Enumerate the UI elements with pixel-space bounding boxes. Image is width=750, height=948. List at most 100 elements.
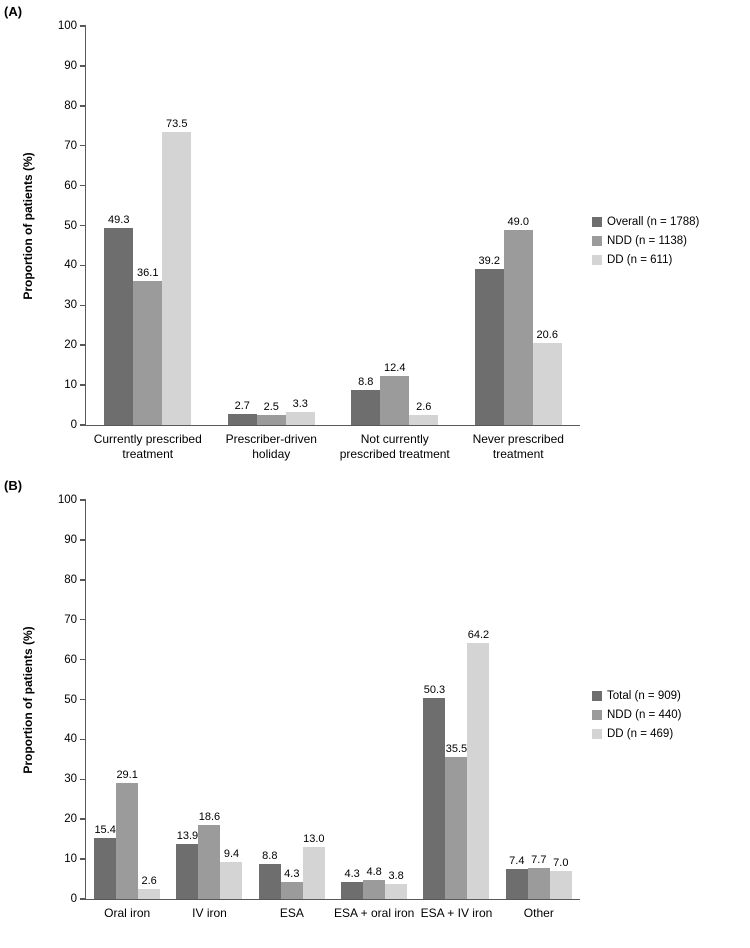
legend-swatch <box>592 691 602 701</box>
x-axis-category-label: Currently prescribed treatment <box>93 432 202 461</box>
y-tick-mark <box>80 65 86 67</box>
y-tick-mark <box>80 858 86 860</box>
bar-group: 50.3 35.5 64.2 <box>415 500 497 899</box>
x-axis-category-label: ESA <box>279 906 304 920</box>
panel-b: (B) Proportion of patients (%) 15.4 29.1 2… <box>0 474 750 948</box>
bar-column: 7.4 <box>505 855 528 899</box>
y-tick-mark <box>80 344 86 346</box>
y-tick-mark <box>80 184 86 187</box>
x-axis-category-label: Prescriber-driven holiday <box>225 432 317 461</box>
bar-column: 73.5 <box>162 117 192 425</box>
legend-swatch <box>592 217 602 227</box>
legend-swatch <box>592 255 602 265</box>
legend-swatch <box>592 236 602 246</box>
y-tick-mark <box>80 499 86 501</box>
bar <box>503 229 533 425</box>
bar <box>363 879 386 899</box>
y-tick-mark <box>80 618 86 621</box>
bar-column: 4.3 <box>280 867 303 899</box>
legend: Overall (n = 1788) NDD (n = 1138) DD (n = … <box>592 216 750 266</box>
x-axis-labels: Oral iron IV iron ESA ESA + oral iron ESA + … <box>86 906 580 921</box>
y-tick-mark <box>80 738 86 741</box>
bar <box>474 268 504 425</box>
bar-column: 2.6 <box>138 874 161 899</box>
bar-column: 8.8 <box>258 849 281 899</box>
bar-value-label: 18.6 <box>198 810 221 823</box>
y-tick-label: 90 <box>64 59 77 72</box>
bar <box>133 280 163 425</box>
y-tick-mark <box>80 658 86 661</box>
bar-column: 3.8 <box>385 870 408 899</box>
bar <box>227 414 257 425</box>
y-tick-label: 100 <box>57 494 77 506</box>
legend-label: DD (n = 611) <box>607 254 673 266</box>
panel-a-plot-area: Proportion of patients (%) 49.3 36.1 73.5 2… <box>21 20 699 461</box>
bar-group: 15.4 29.1 2.6 <box>86 500 168 899</box>
bar <box>162 131 192 425</box>
bar <box>285 411 315 425</box>
bar-value-label: 2.5 <box>263 401 279 414</box>
bar-column: 4.3 <box>341 867 364 899</box>
legend-label: NDD (n = 1138) <box>607 235 688 247</box>
bar-value-label: 73.5 <box>166 117 188 130</box>
y-tick-label: 10 <box>64 379 77 392</box>
x-axis-category-label: ESA + oral iron <box>333 906 415 920</box>
bar-value-label: 9.4 <box>223 847 240 860</box>
bar-group: 39.2 49.0 20.6 <box>457 26 581 425</box>
bar-value-label: 2.6 <box>141 874 157 887</box>
y-tick-label: 90 <box>64 533 77 546</box>
y-tick-label: 70 <box>64 139 77 152</box>
legend-item: NDD (n = 440) <box>592 709 750 721</box>
y-tick-mark <box>80 424 86 426</box>
panel-b-plot-area: Proportion of patients (%) 15.4 29.1 2.6 13… <box>21 494 681 920</box>
y-tick-label: 20 <box>64 339 77 352</box>
bar-column: 39.2 <box>474 255 504 425</box>
x-axis-category-label: Oral iron <box>104 906 151 920</box>
y-axis-title: Proportion of patients (%) <box>21 626 35 774</box>
y-tick-mark <box>80 264 86 267</box>
y-tick-label: 80 <box>64 573 77 586</box>
bar-column: 7.7 <box>527 854 550 899</box>
legend-item: Overall (n = 1788) <box>592 216 750 228</box>
legend-item: DD (n = 611) <box>592 254 750 266</box>
bar-group: 4.3 4.8 3.8 <box>333 500 415 899</box>
legend-label: NDD (n = 440) <box>607 709 682 721</box>
panel-a: (A) Proportion of patients (%) 49.3 36.1 7… <box>4 4 699 461</box>
bar-column: 15.4 <box>94 823 117 899</box>
bar <box>549 871 572 899</box>
bar <box>94 837 117 899</box>
y-tick-mark <box>80 224 86 227</box>
y-tick-mark <box>80 898 86 900</box>
bar <box>467 642 490 899</box>
bar-column: 2.7 <box>227 400 257 425</box>
bar-value-label: 8.8 <box>262 849 278 862</box>
y-axis-title: Proportion of patients (%) <box>21 152 35 300</box>
bar-value-label: 4.3 <box>284 867 300 880</box>
bar <box>116 782 139 899</box>
bar <box>380 375 410 425</box>
bar <box>280 881 303 899</box>
y-tick-mark <box>80 539 86 541</box>
y-tick-label: 20 <box>64 813 77 826</box>
bar <box>351 389 381 425</box>
y-tick-label: 0 <box>70 419 77 431</box>
panel-a-label: (A) <box>4 4 23 19</box>
x-axis-labels: Currently prescribed treatment Prescriber… <box>86 432 580 462</box>
bar <box>104 228 134 425</box>
y-tick-label: 60 <box>64 653 77 666</box>
bar-group: 13.9 18.6 9.4 <box>168 500 250 899</box>
bar-column: 64.2 <box>467 629 490 899</box>
legend-item: DD (n = 469) <box>592 728 750 740</box>
bar <box>176 843 199 899</box>
bar-value-label: 8.8 <box>358 375 374 388</box>
bar <box>220 861 243 899</box>
bar-value-label: 20.6 <box>536 328 558 341</box>
bar-column: 2.6 <box>409 401 439 425</box>
bar-value-label: 49.0 <box>507 215 529 228</box>
y-tick-mark <box>80 579 86 581</box>
bar-value-label: 49.3 <box>108 214 130 227</box>
bar-value-label: 4.3 <box>344 867 360 880</box>
bar-value-label: 15.4 <box>94 823 116 836</box>
bar-column: 9.4 <box>220 847 243 899</box>
bar-value-label: 36.1 <box>137 266 159 279</box>
